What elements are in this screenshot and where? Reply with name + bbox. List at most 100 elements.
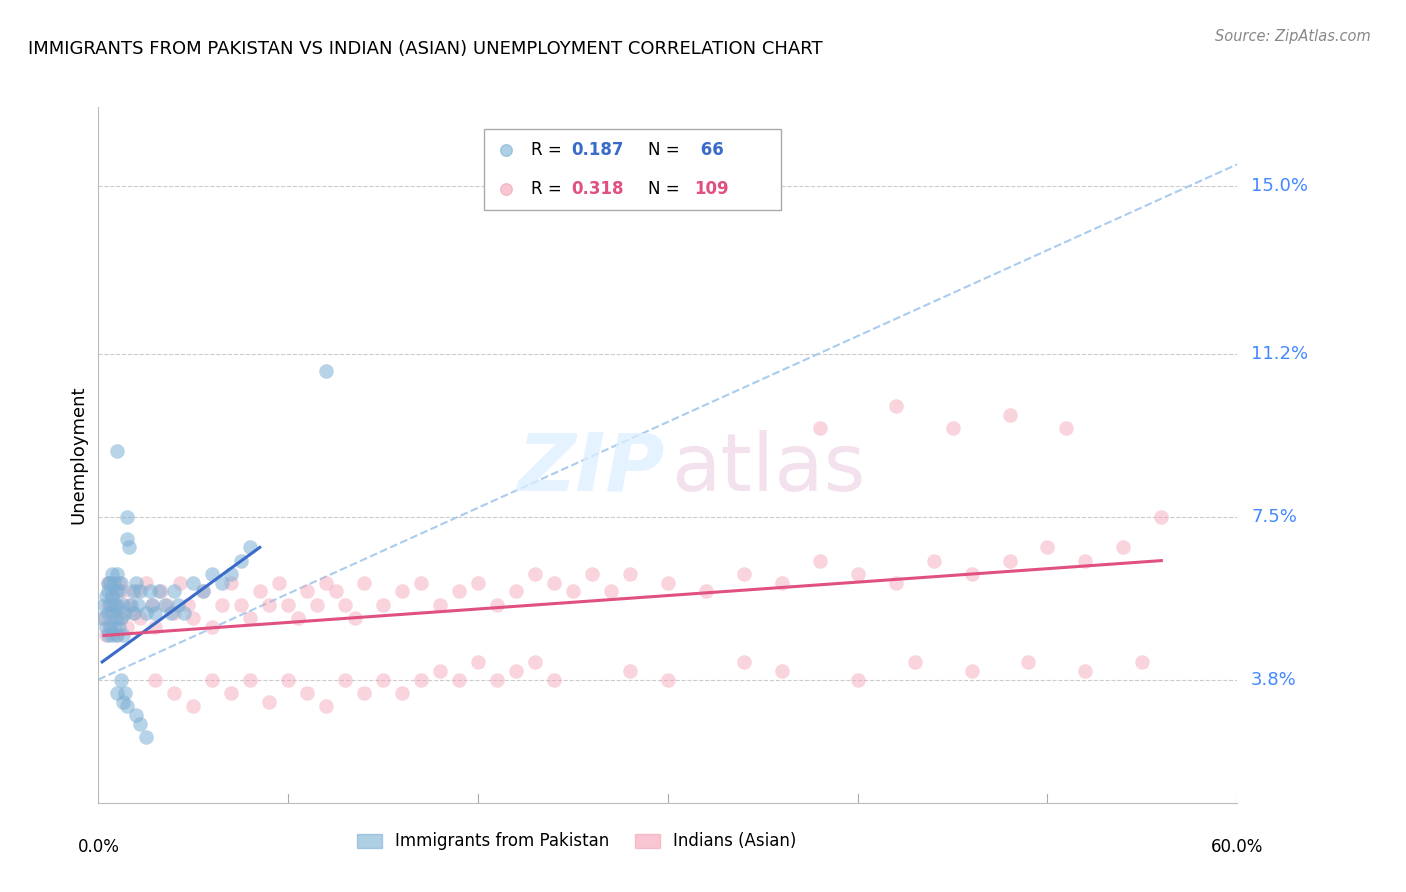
Point: [808, 421, 831, 435]
Point: [315, 575, 337, 590]
Text: Source: ZipAtlas.com: Source: ZipAtlas.com: [1215, 29, 1371, 44]
Point: [884, 575, 907, 590]
Text: ZIP: ZIP: [517, 430, 665, 508]
Point: [121, 584, 143, 599]
Point: [411, 575, 433, 590]
Text: 7.5%: 7.5%: [1251, 508, 1298, 525]
Point: [267, 575, 290, 590]
Point: [543, 673, 565, 687]
Point: [124, 607, 146, 621]
Point: [259, 598, 281, 612]
Point: [156, 598, 179, 612]
Text: R =: R =: [530, 141, 567, 159]
Point: [221, 566, 243, 581]
Point: [115, 532, 138, 546]
Point: [201, 673, 224, 687]
Point: [505, 664, 527, 678]
Text: 15.0%: 15.0%: [1251, 178, 1308, 195]
Point: [183, 575, 205, 590]
Point: [808, 553, 831, 567]
Point: [108, 575, 131, 590]
Point: [259, 694, 281, 708]
Point: [315, 364, 337, 378]
Point: [211, 575, 233, 590]
Point: [135, 607, 157, 621]
Point: [150, 584, 173, 599]
Point: [107, 443, 129, 458]
Point: [305, 598, 328, 612]
Point: [135, 575, 157, 590]
Point: [733, 566, 755, 581]
Point: [486, 673, 509, 687]
Point: [449, 584, 471, 599]
Point: [1056, 421, 1078, 435]
Point: [98, 620, 121, 634]
Point: [103, 598, 125, 612]
Point: [229, 598, 252, 612]
Point: [145, 673, 167, 687]
Point: [97, 584, 120, 599]
Point: [657, 673, 679, 687]
Point: [163, 607, 186, 621]
Point: [221, 686, 243, 700]
Point: [97, 607, 120, 621]
Text: atlas: atlas: [671, 430, 866, 508]
Point: [239, 541, 262, 555]
Point: [229, 553, 252, 567]
Point: [91, 611, 114, 625]
Point: [998, 553, 1021, 567]
Point: [97, 575, 120, 590]
Text: 109: 109: [695, 180, 730, 198]
Point: [884, 400, 907, 414]
Point: [846, 673, 869, 687]
Text: 0.0%: 0.0%: [77, 838, 120, 856]
Point: [449, 673, 471, 687]
Point: [125, 575, 148, 590]
Y-axis label: Unemployment: Unemployment: [69, 385, 87, 524]
Point: [183, 611, 205, 625]
Point: [94, 628, 117, 642]
Point: [129, 611, 152, 625]
Point: [239, 673, 262, 687]
Point: [112, 598, 135, 612]
Point: [201, 566, 224, 581]
Point: [93, 598, 115, 612]
Point: [191, 584, 214, 599]
Point: [1074, 553, 1097, 567]
Point: [98, 620, 121, 634]
Point: [169, 575, 191, 590]
Point: [173, 607, 195, 621]
Point: [391, 686, 413, 700]
Point: [543, 575, 565, 590]
Point: [110, 575, 132, 590]
Point: [163, 686, 186, 700]
Point: [104, 611, 127, 625]
Point: [239, 611, 262, 625]
Point: [138, 584, 160, 599]
Point: [770, 575, 793, 590]
Point: [100, 566, 122, 581]
Legend: Immigrants from Pakistan, Indians (Asian): Immigrants from Pakistan, Indians (Asian…: [350, 826, 803, 857]
Point: [942, 421, 965, 435]
Point: [141, 598, 163, 612]
Point: [167, 598, 190, 612]
Point: [127, 598, 149, 612]
Text: R =: R =: [530, 180, 567, 198]
Point: [110, 611, 132, 625]
Point: [1132, 655, 1154, 669]
Point: [148, 584, 170, 599]
Point: [115, 698, 138, 713]
Point: [110, 673, 132, 687]
Point: [619, 664, 641, 678]
Point: [129, 716, 152, 731]
Point: [120, 598, 142, 612]
Point: [103, 575, 125, 590]
Point: [1150, 509, 1173, 524]
Point: [353, 686, 375, 700]
Text: 3.8%: 3.8%: [1251, 671, 1296, 689]
Point: [343, 611, 366, 625]
Point: [103, 607, 125, 621]
Point: [125, 707, 148, 722]
Point: [94, 589, 117, 603]
Point: [411, 673, 433, 687]
